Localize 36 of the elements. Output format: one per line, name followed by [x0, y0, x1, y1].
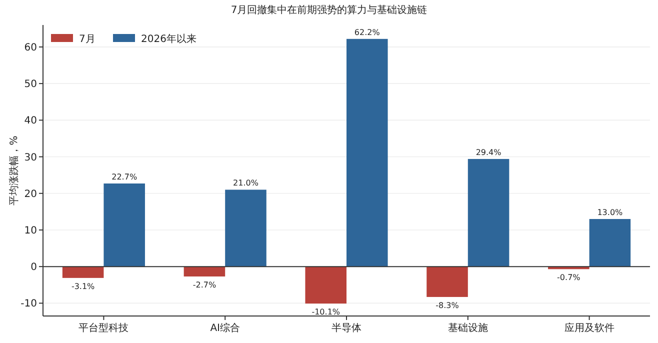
data-label: -8.3%: [436, 300, 460, 310]
x-tick-label: 应用及软件: [564, 322, 614, 334]
y-tick-label: -10: [20, 298, 37, 310]
y-tick-label: 50: [24, 79, 37, 90]
data-label: -0.7%: [557, 273, 581, 282]
chart-title: 7月回撤集中在前期强势的算力与基础设施链: [230, 4, 428, 16]
data-label: 22.7%: [112, 172, 138, 182]
bar: [589, 219, 631, 267]
legend-label: 7月: [79, 34, 96, 45]
y-tick-label: 20: [24, 188, 37, 200]
data-label: -10.1%: [312, 308, 340, 317]
y-tick-label: 30: [24, 152, 37, 164]
y-tick-label: 0: [30, 262, 37, 274]
bar: [104, 183, 145, 267]
bar: [305, 266, 346, 304]
data-label: -3.1%: [71, 282, 96, 291]
bar: [184, 266, 226, 276]
bar: [225, 190, 266, 267]
y-tick-label: 10: [24, 225, 37, 236]
legend-label: 2026年以来: [141, 33, 196, 45]
data-label: 62.2%: [354, 28, 380, 37]
x-tick-label: 基础设施: [448, 322, 488, 334]
y-axis-title: 平均涨跌幅，%: [8, 136, 20, 206]
data-label: 29.4%: [476, 148, 502, 157]
bar: [468, 158, 510, 267]
x-tick-label: AI综合: [210, 322, 240, 334]
x-tick-label: 半导体: [332, 322, 362, 334]
data-label: 21.0%: [233, 178, 259, 188]
data-label: -2.7%: [192, 280, 216, 290]
bar: [346, 38, 388, 267]
bar: [426, 266, 468, 297]
x-tick-label: 平台型科技: [78, 322, 129, 334]
data-label: 13.0%: [597, 208, 624, 217]
bar: [62, 266, 104, 278]
y-tick-label: 60: [24, 42, 37, 54]
y-tick-label: 40: [24, 116, 37, 127]
